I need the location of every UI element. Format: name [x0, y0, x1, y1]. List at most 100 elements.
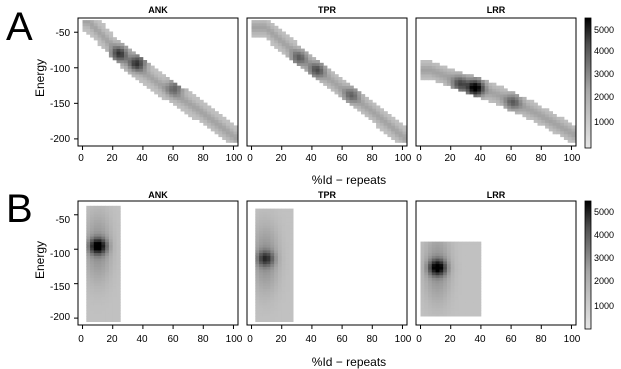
heatmap-cell	[391, 133, 396, 138]
heatmap-cell	[285, 249, 290, 254]
heatmap-cell	[398, 136, 403, 140]
heatmap-cell	[281, 247, 286, 251]
heatmap-cell	[281, 31, 286, 35]
heatmap-cell	[443, 258, 448, 262]
heatmap-cell	[394, 139, 400, 143]
heatmap-cell	[285, 302, 290, 306]
heatmap-cell	[458, 260, 463, 265]
heatmap-cell	[90, 313, 95, 317]
heatmap-cell	[184, 111, 189, 115]
heatmap-cell	[387, 116, 392, 120]
heatmap-cell	[443, 269, 448, 273]
heatmap-cell	[379, 114, 384, 118]
heatmap-cell	[277, 305, 283, 309]
heatmap-cell	[259, 230, 264, 234]
heatmap-cell	[270, 31, 275, 35]
heatmap-cell	[281, 305, 286, 309]
heatmap-cell	[465, 88, 470, 92]
heatmap-cell	[262, 280, 267, 284]
heatmap-cell	[184, 96, 189, 101]
heatmap-cell	[93, 260, 98, 265]
heatmap-cell	[428, 266, 433, 270]
colorbar-tick-label: 3000	[594, 69, 614, 79]
heatmap-cell	[251, 20, 256, 24]
heatmap-cell	[93, 219, 98, 223]
heatmap-cell	[255, 316, 260, 320]
heatmap-cell	[112, 216, 117, 220]
heatmap-cell	[112, 37, 117, 41]
heatmap-cell	[450, 68, 455, 72]
heatmap-cell	[465, 294, 470, 298]
heatmap-cell	[289, 310, 294, 314]
heatmap-cell	[435, 310, 440, 314]
heatmap-cell	[93, 31, 98, 35]
heatmap-cell	[450, 299, 455, 303]
heatmap-cell	[300, 51, 305, 55]
heatmap-cell	[462, 291, 467, 295]
heatmap-cell	[97, 230, 102, 234]
heatmap-cell	[169, 79, 174, 84]
heatmap-cell	[233, 125, 238, 129]
heatmap-cell	[435, 274, 440, 278]
heatmap-cell	[334, 74, 339, 78]
heatmap-cell	[90, 318, 95, 322]
heatmap-cell	[142, 62, 148, 66]
heatmap-cell	[323, 65, 328, 69]
heatmap-cell	[465, 249, 470, 254]
heatmap-cell	[446, 255, 452, 259]
heatmap-cell	[277, 249, 283, 254]
heatmap-cell	[311, 65, 317, 69]
heatmap-cell	[93, 37, 98, 41]
heatmap-cell	[450, 307, 455, 311]
heatmap-cell	[101, 208, 106, 212]
heatmap-cell	[266, 277, 271, 281]
heatmap-cell	[262, 310, 267, 314]
heatmap-cell	[285, 277, 290, 281]
heatmap-cell	[274, 263, 279, 267]
heatmap-cell	[108, 236, 114, 240]
heatmap-cell	[435, 71, 440, 75]
heatmap-cell	[338, 91, 343, 95]
heatmap-cell	[259, 227, 264, 232]
panel-title-b-lrr: LRR	[487, 190, 506, 200]
heatmap-cell	[541, 116, 546, 120]
heatmap-cell	[270, 294, 275, 298]
heatmap-cell	[165, 96, 170, 101]
heatmap-cell	[259, 294, 264, 298]
heatmap-cell	[116, 208, 121, 212]
heatmap-cell	[255, 34, 260, 38]
heatmap-cell	[108, 263, 114, 267]
heatmap-cell	[428, 74, 433, 78]
x-tick-label: 20	[444, 334, 456, 345]
heatmap-cell	[214, 116, 219, 120]
x-tick-label: 60	[505, 153, 517, 164]
heatmap-cell	[165, 94, 170, 98]
heatmap-cell	[420, 307, 425, 311]
heatmap-cell	[289, 57, 294, 61]
heatmap-cell	[262, 28, 267, 32]
heatmap-cell	[454, 277, 459, 281]
heatmap-cell	[105, 28, 110, 32]
heatmap-cell	[469, 252, 474, 256]
heatmap-cell	[207, 119, 212, 123]
heatmap-cell	[443, 299, 448, 303]
heatmap-cell	[188, 108, 193, 112]
heatmap-cell	[327, 74, 332, 78]
heatmap-cell	[285, 260, 290, 265]
heatmap-cell	[105, 269, 110, 273]
heatmap-cell	[462, 252, 467, 256]
heatmap-cell	[537, 119, 542, 123]
heatmap-cell	[446, 302, 452, 306]
heatmap-cell	[469, 255, 474, 259]
heatmap-cell	[398, 125, 403, 129]
heatmap-cell	[97, 211, 102, 215]
heatmap-cell	[86, 280, 91, 284]
heatmap-cell	[289, 244, 294, 248]
heatmap-cell	[93, 249, 98, 254]
heatmap-cell	[435, 247, 440, 251]
heatmap-cell	[108, 40, 114, 44]
heatmap-cell	[255, 214, 260, 218]
heatmap-cell	[150, 88, 155, 92]
heatmap-cell	[90, 208, 95, 212]
heatmap-cell	[361, 94, 366, 98]
